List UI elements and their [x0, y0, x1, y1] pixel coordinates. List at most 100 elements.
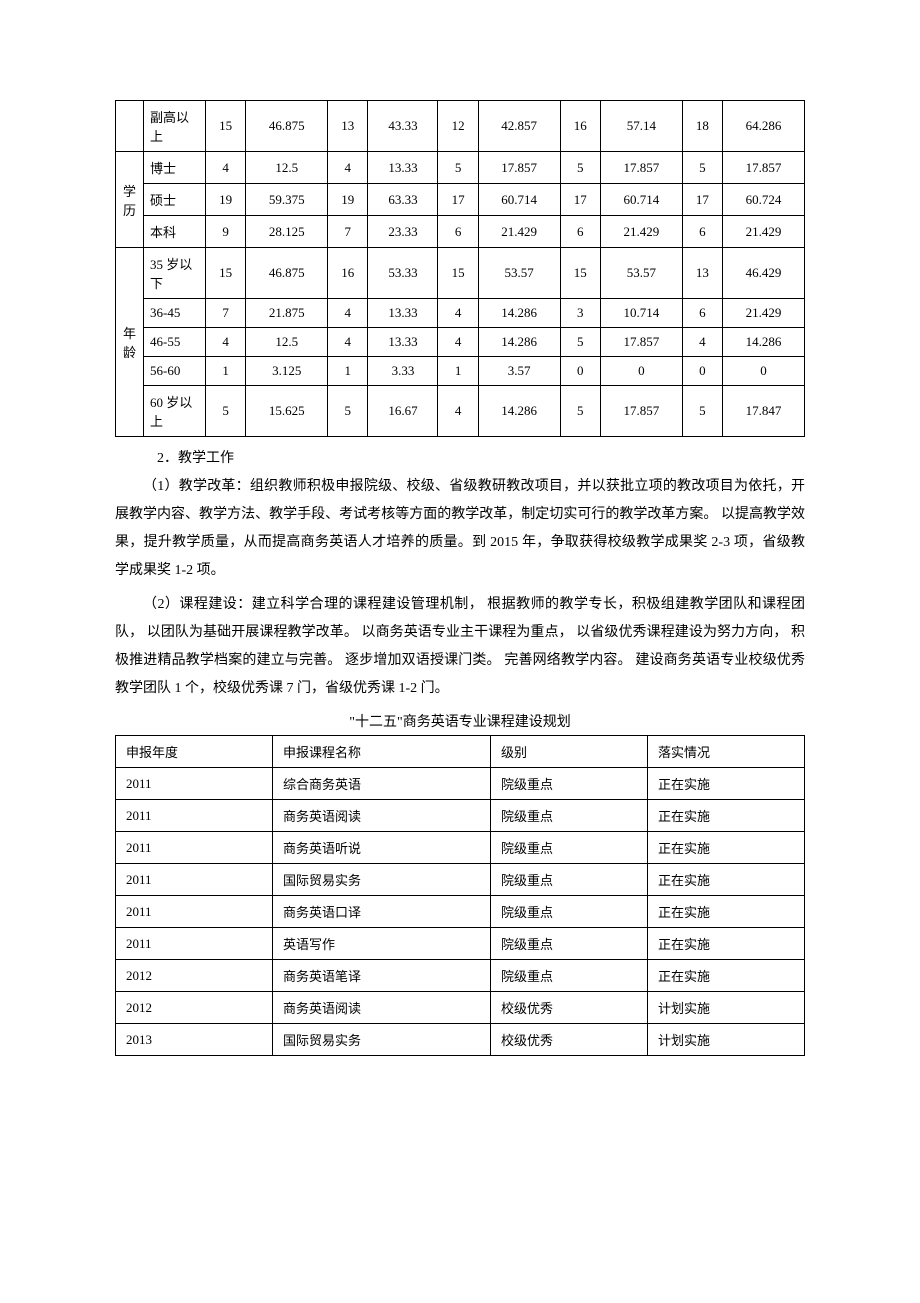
row-label: 副高以上 — [144, 101, 206, 152]
data-cell: 60.724 — [723, 184, 805, 216]
data-cell: 12.5 — [246, 152, 328, 184]
data-cell: 17.857 — [723, 152, 805, 184]
data-cell: 59.375 — [246, 184, 328, 216]
data-cell: 商务英语阅读 — [273, 992, 491, 1024]
data-cell: 7 — [206, 299, 246, 328]
data-cell: 6 — [438, 216, 478, 248]
data-cell: 2011 — [116, 800, 273, 832]
table-row: 56-6013.12513.3313.570000 — [116, 357, 805, 386]
data-cell: 2012 — [116, 960, 273, 992]
data-cell: 正在实施 — [647, 832, 804, 864]
data-cell: 4 — [328, 328, 368, 357]
table-row: 2011国际贸易实务院级重点正在实施 — [116, 864, 805, 896]
header-cell: 落实情况 — [647, 736, 804, 768]
table-row: 2012商务英语阅读校级优秀计划实施 — [116, 992, 805, 1024]
paragraph-2: （2）课程建设：建立科学合理的课程建设管理机制， 根据教师的教学专长，积极组建教… — [115, 591, 805, 703]
row-label: 46-55 — [144, 328, 206, 357]
data-cell: 46.875 — [246, 248, 328, 299]
course-plan-table: 申报年度申报课程名称级别落实情况2011综合商务英语院级重点正在实施2011商务… — [115, 735, 805, 1056]
category-cell: 学历 — [116, 152, 144, 248]
data-cell: 21.429 — [723, 299, 805, 328]
table-row: 2011商务英语阅读院级重点正在实施 — [116, 800, 805, 832]
table-row: 副高以上1546.8751343.331242.8571657.141864.2… — [116, 101, 805, 152]
data-cell: 13 — [682, 248, 722, 299]
data-cell: 3.125 — [246, 357, 328, 386]
header-cell: 申报年度 — [116, 736, 273, 768]
data-cell: 17.847 — [723, 386, 805, 437]
table-row: 2011综合商务英语院级重点正在实施 — [116, 768, 805, 800]
data-cell: 17.857 — [600, 152, 682, 184]
data-cell: 5 — [328, 386, 368, 437]
data-cell: 12 — [438, 101, 478, 152]
table-header-row: 申报年度申报课程名称级别落实情况 — [116, 736, 805, 768]
data-cell: 院级重点 — [490, 768, 647, 800]
data-cell: 53.57 — [600, 248, 682, 299]
data-cell: 2011 — [116, 928, 273, 960]
data-cell: 2012 — [116, 992, 273, 1024]
data-cell: 正在实施 — [647, 800, 804, 832]
data-cell: 13.33 — [368, 328, 438, 357]
data-cell: 商务英语笔译 — [273, 960, 491, 992]
data-cell: 4 — [206, 328, 246, 357]
data-cell: 6 — [682, 216, 722, 248]
data-cell: 4 — [438, 386, 478, 437]
data-cell: 4 — [328, 299, 368, 328]
row-label: 36-45 — [144, 299, 206, 328]
data-cell: 5 — [560, 386, 600, 437]
data-cell: 60.714 — [600, 184, 682, 216]
data-cell: 15 — [560, 248, 600, 299]
data-cell: 14.286 — [478, 299, 560, 328]
data-cell: 21.875 — [246, 299, 328, 328]
data-cell: 院级重点 — [490, 896, 647, 928]
data-cell: 21.429 — [723, 216, 805, 248]
table-row: 2011商务英语口译院级重点正在实施 — [116, 896, 805, 928]
data-cell: 计划实施 — [647, 1024, 804, 1056]
data-cell: 1 — [206, 357, 246, 386]
data-cell: 4 — [438, 328, 478, 357]
faculty-stats-table: 副高以上1546.8751343.331242.8571657.141864.2… — [115, 100, 805, 437]
data-cell: 42.857 — [478, 101, 560, 152]
data-cell: 院级重点 — [490, 800, 647, 832]
data-cell: 院级重点 — [490, 832, 647, 864]
data-cell: 28.125 — [246, 216, 328, 248]
data-cell: 6 — [560, 216, 600, 248]
data-cell: 正在实施 — [647, 896, 804, 928]
row-label: 硕士 — [144, 184, 206, 216]
data-cell: 正在实施 — [647, 960, 804, 992]
data-cell: 15 — [206, 101, 246, 152]
data-cell: 4 — [438, 299, 478, 328]
data-cell: 5 — [560, 328, 600, 357]
data-cell: 63.33 — [368, 184, 438, 216]
data-cell: 2013 — [116, 1024, 273, 1056]
section-heading: 2．教学工作 — [115, 447, 805, 467]
category-cell: 年龄 — [116, 248, 144, 437]
data-cell: 23.33 — [368, 216, 438, 248]
data-cell: 21.429 — [478, 216, 560, 248]
data-cell: 3 — [560, 299, 600, 328]
table-row: 2012商务英语笔译院级重点正在实施 — [116, 960, 805, 992]
data-cell: 正在实施 — [647, 928, 804, 960]
data-cell: 46.429 — [723, 248, 805, 299]
data-cell: 2011 — [116, 832, 273, 864]
data-cell: 3.57 — [478, 357, 560, 386]
data-cell: 0 — [600, 357, 682, 386]
header-cell: 申报课程名称 — [273, 736, 491, 768]
table-row: 46-55412.5413.33414.286517.857414.286 — [116, 328, 805, 357]
data-cell: 院级重点 — [490, 864, 647, 896]
row-label: 博士 — [144, 152, 206, 184]
row-label: 56-60 — [144, 357, 206, 386]
header-cell: 级别 — [490, 736, 647, 768]
data-cell: 14.286 — [478, 328, 560, 357]
data-cell: 正在实施 — [647, 864, 804, 896]
table-row: 学历博士412.5413.33517.857517.857517.857 — [116, 152, 805, 184]
data-cell: 17.857 — [600, 386, 682, 437]
data-cell: 3.33 — [368, 357, 438, 386]
data-cell: 16.67 — [368, 386, 438, 437]
data-cell: 商务英语口译 — [273, 896, 491, 928]
data-cell: 5 — [560, 152, 600, 184]
data-cell: 校级优秀 — [490, 1024, 647, 1056]
table-row: 硕士1959.3751963.331760.7141760.7141760.72… — [116, 184, 805, 216]
data-cell: 1 — [438, 357, 478, 386]
data-cell: 17 — [438, 184, 478, 216]
data-cell: 15 — [206, 248, 246, 299]
